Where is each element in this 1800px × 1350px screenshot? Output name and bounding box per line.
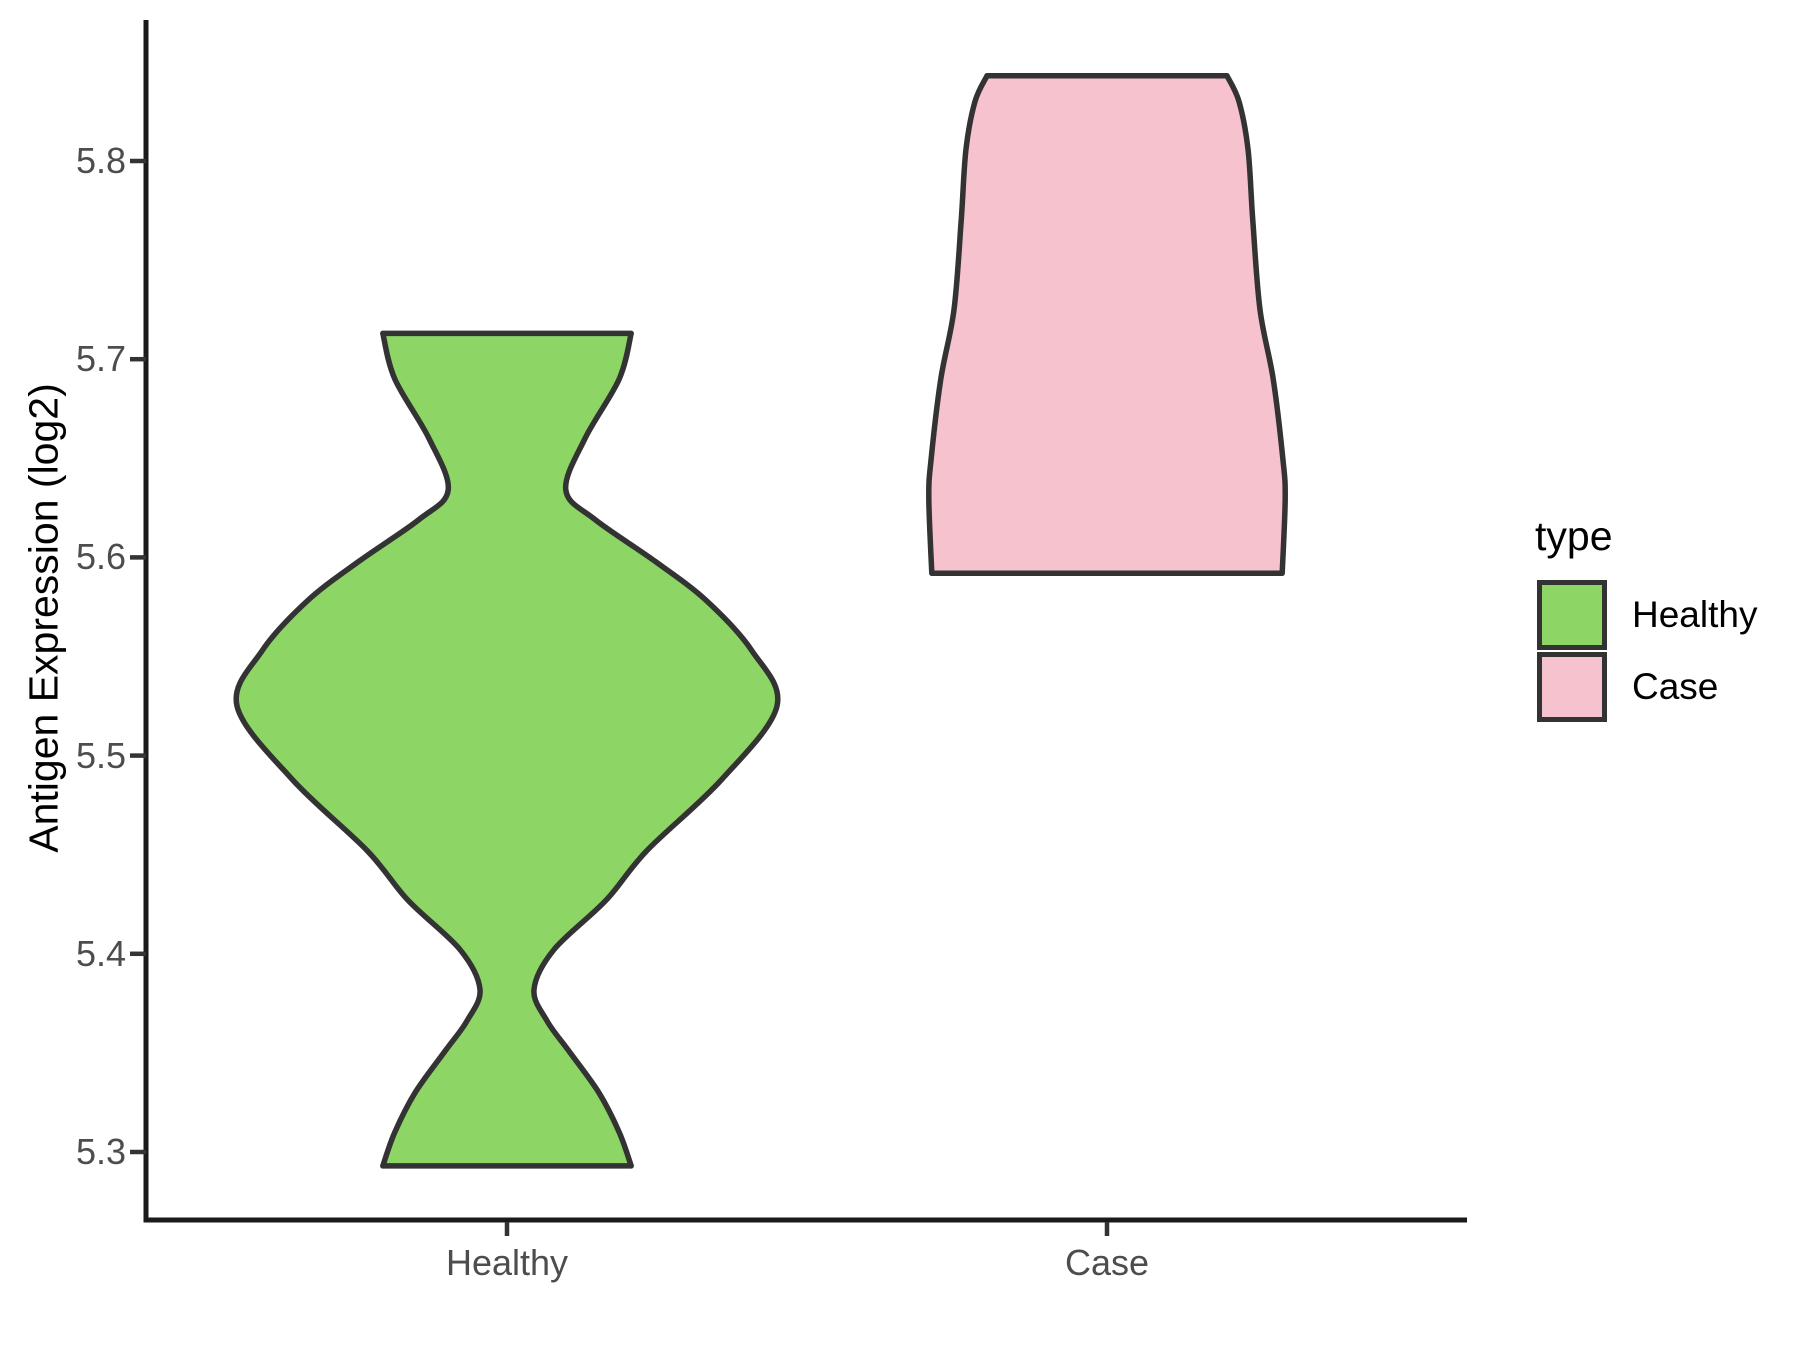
legend-swatch-case: [1537, 652, 1607, 722]
axes-group: [130, 20, 1467, 1236]
y-tick-label: 5.3: [75, 1131, 126, 1172]
y-tick-label: 5.7: [75, 338, 126, 380]
legend-label-healthy: Healthy: [1632, 594, 1758, 635]
legend-swatch-healthy: [1537, 580, 1607, 650]
y-tick-label: 5.8: [75, 140, 126, 181]
y-tick-label: 5.4: [75, 932, 126, 974]
legend-title: type: [1535, 513, 1613, 559]
legend-label-case: Case: [1632, 666, 1719, 707]
y-axis-title: Antigen Expression (log2): [20, 383, 67, 853]
y-tick-label: 5.5: [75, 734, 126, 776]
x-tick-label-healthy: Healthy: [445, 1242, 569, 1283]
violin-case: [926, 73, 1288, 577]
y-tick-label: 5.6: [75, 536, 126, 578]
violins-group: [233, 73, 1288, 1169]
violin-healthy: [233, 330, 781, 1169]
legend: type Healthy Case: [1535, 512, 1795, 722]
x-tick-label-case: Case: [1064, 1242, 1150, 1283]
